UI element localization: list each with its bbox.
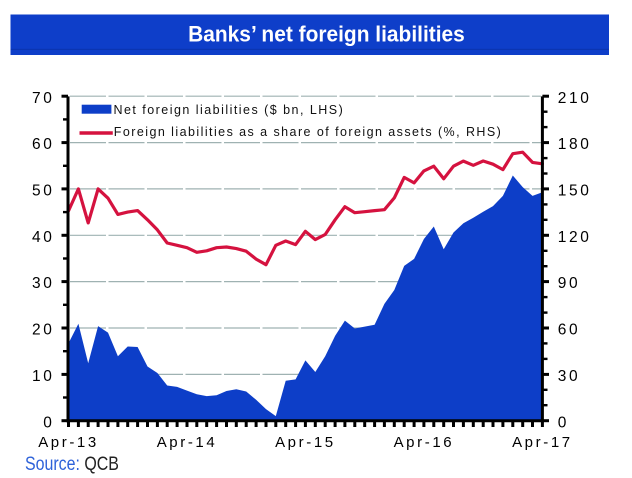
svg-text:Apr-17: Apr-17	[512, 434, 573, 451]
svg-text:Apr-14: Apr-14	[157, 434, 218, 451]
svg-text:40: 40	[32, 229, 54, 246]
svg-text:180: 180	[558, 136, 592, 153]
svg-text:Banks’ net foreign liabilities: Banks’ net foreign liabilities	[188, 21, 465, 47]
svg-text:60: 60	[558, 322, 580, 339]
svg-text:70: 70	[32, 90, 54, 107]
svg-text:20: 20	[32, 322, 54, 339]
svg-text:50: 50	[32, 183, 54, 200]
svg-text:Source: QCB: Source: QCB	[25, 453, 119, 475]
svg-text:Apr-13: Apr-13	[38, 434, 99, 451]
svg-text:30: 30	[32, 275, 54, 292]
svg-text:Net foreign liabilities ($ bn,: Net foreign liabilities ($ bn, LHS)	[114, 103, 345, 117]
svg-text:60: 60	[32, 136, 54, 153]
svg-text:120: 120	[558, 229, 592, 246]
svg-text:0: 0	[43, 414, 54, 431]
svg-text:Foreign liabilities as a share: Foreign liabilities as a share of foreig…	[114, 125, 502, 139]
svg-text:Apr-16: Apr-16	[394, 434, 455, 451]
svg-text:90: 90	[558, 275, 580, 292]
svg-text:150: 150	[558, 183, 592, 200]
svg-text:Apr-15: Apr-15	[275, 434, 336, 451]
svg-text:210: 210	[558, 90, 592, 107]
svg-text:10: 10	[32, 368, 54, 385]
svg-text:0: 0	[558, 414, 569, 431]
svg-text:30: 30	[558, 368, 580, 385]
